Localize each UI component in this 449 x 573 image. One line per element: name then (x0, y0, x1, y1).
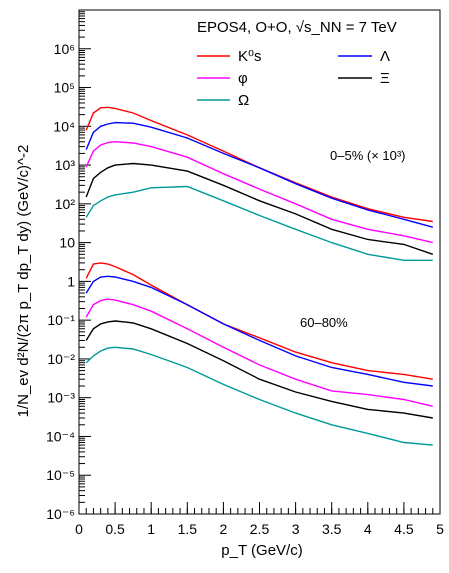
legend-omega-label: Ω (238, 92, 249, 109)
series-line-6 (85, 275, 433, 387)
y-tick-label: 10⁻⁶ (46, 506, 75, 522)
y-tick-label: 10⁵ (54, 80, 75, 96)
x-tick-label: 0.5 (105, 521, 125, 537)
x-tick-label: 5 (436, 521, 444, 537)
annotation-central: 0–5% (× 10³) (330, 148, 406, 163)
y-tick-label: 10⁶ (54, 41, 75, 57)
y-tick-label: 10⁻¹ (47, 312, 75, 328)
x-tick-label: 2 (220, 521, 228, 537)
series-line-2 (85, 140, 433, 244)
series-line-8 (85, 320, 433, 419)
legend-xi-label: Ξ (380, 70, 390, 87)
y-tick-label: 10³ (55, 157, 76, 173)
series-line-3 (85, 162, 434, 255)
x-tick-label: 4.5 (394, 521, 414, 537)
y-tick-label: 10⁻⁴ (46, 428, 75, 444)
x-tick-label: 3.5 (322, 521, 342, 537)
x-ticks: 0 0.5 1 1.5 2 2.5 3 3.5 4 4.5 5 (75, 502, 444, 537)
y-tick-label: 10⁻³ (47, 390, 75, 406)
y-axis-label: 1/N_ev d²N/(2π p_T dp_T dy) (GeV/c)^-2 (15, 145, 32, 418)
legend-k0s-label: K⁰s (238, 48, 262, 65)
y-tick-label: 10⁴ (53, 118, 75, 134)
x-tick-label: 1 (147, 521, 155, 537)
series-line-5 (85, 262, 433, 380)
x-tick-label: 3 (292, 521, 300, 537)
y-ticks: 10⁻⁶ 10⁻⁵ 10⁻⁴ 10⁻³ 10⁻² 10⁻¹ 1 10 10² 10³ 10⁴ 10⁵ 1… (46, 9, 91, 522)
x-tick-label: 2.5 (250, 521, 270, 537)
series-line-4 (85, 185, 433, 261)
series-line-7 (85, 298, 433, 407)
legend-lambda-label: Λ (380, 48, 390, 65)
legend-phi-label: φ (238, 70, 248, 87)
series-line-0 (85, 106, 433, 223)
chart-title: EPOS4, O+O, √s_NN = 7 TeV (197, 19, 397, 36)
x-axis-label: p_T (GeV/c) (221, 542, 302, 559)
x-tick-label: 4 (364, 521, 372, 537)
series-line-1 (85, 121, 433, 228)
y-tick-label: 10⁻² (47, 351, 75, 367)
series-line-9 (85, 346, 433, 446)
annotation-peripheral: 60–80% (300, 315, 348, 330)
legend: EPOS4, O+O, √s_NN = 7 TeV K⁰s Λ φ Ξ Ω (197, 19, 397, 109)
y-tick-label: 1 (67, 273, 75, 289)
y-tick-label: 10⁻⁵ (46, 467, 75, 483)
y-tick-label: 10² (55, 196, 76, 212)
y-tick-label: 10 (59, 235, 75, 251)
x-tick-label: 1.5 (178, 521, 198, 537)
x-tick-label: 0 (75, 521, 83, 537)
series-lines (85, 106, 434, 446)
